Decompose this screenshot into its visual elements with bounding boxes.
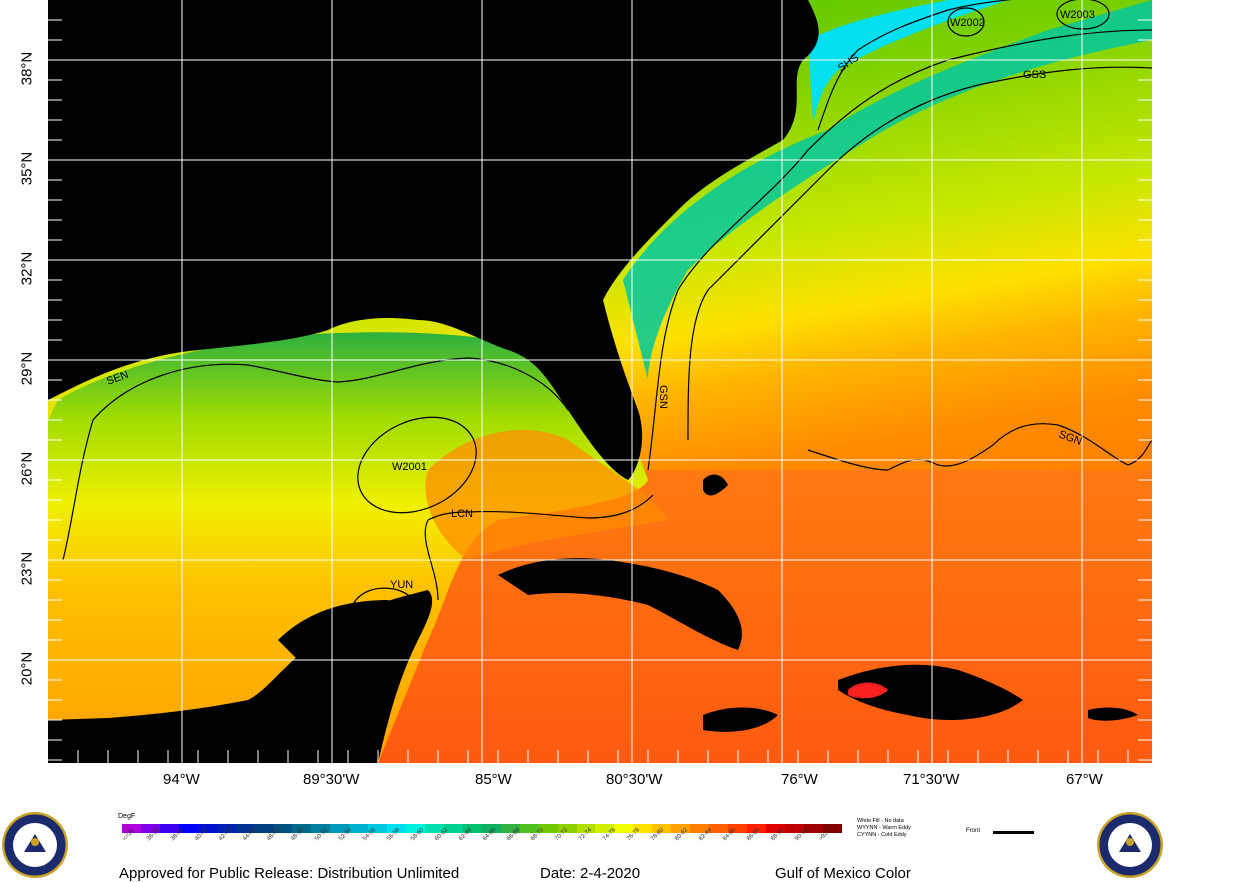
legend-note-nodata: White Fill - No data bbox=[857, 818, 904, 824]
color-swatch bbox=[633, 824, 653, 833]
color-swatch bbox=[122, 824, 141, 833]
color-scale-bar bbox=[122, 824, 842, 833]
product-title: Gulf of Mexico Color bbox=[775, 865, 911, 882]
color-scale-ticks: <=36 36-38 38-40 40-42 42-44 44-46 46-48 48-50 5… bbox=[122, 827, 842, 844]
yucatan-land bbox=[278, 600, 404, 670]
lat-label-29n: 29°N bbox=[18, 351, 36, 386]
lat-lon-grid bbox=[48, 0, 1152, 763]
color-swatch bbox=[652, 824, 672, 833]
color-swatch bbox=[557, 824, 577, 833]
color-swatch bbox=[595, 824, 615, 833]
shelf-water bbox=[623, 0, 1152, 380]
puerto-rico-land bbox=[1088, 707, 1138, 721]
color-swatch bbox=[822, 824, 842, 833]
front-key-line bbox=[993, 831, 1034, 834]
product-date: Date: 2-4-2020 bbox=[540, 865, 641, 882]
color-swatch bbox=[728, 824, 747, 833]
sargasso-front bbox=[807, 423, 1152, 471]
jamaica-land bbox=[703, 707, 778, 732]
color-swatch bbox=[406, 824, 425, 833]
color-swatch bbox=[216, 824, 236, 833]
color-swatch bbox=[443, 824, 463, 833]
color-swatch bbox=[538, 824, 558, 833]
label-yun: YUN bbox=[390, 579, 413, 591]
loop-current-front bbox=[427, 494, 654, 521]
lat-label-26n: 26°N bbox=[18, 451, 36, 486]
navy-seal-logo-left bbox=[2, 812, 68, 878]
color-swatch bbox=[671, 824, 691, 833]
label-gss: GSS bbox=[1023, 69, 1046, 81]
sst-map-canvas: W2001 W2002 W2003 SHS GSS SGN GSN LCN YU… bbox=[48, 0, 1152, 763]
shelf-front bbox=[817, 0, 1013, 131]
legend-notes: White Fill - No data WYYNN - Warm Eddy C… bbox=[857, 818, 911, 839]
color-swatch bbox=[746, 824, 766, 833]
lon-label-71-30w: 71°30'W bbox=[903, 771, 960, 788]
color-swatch bbox=[481, 824, 501, 833]
gulf-stream-south-wall bbox=[687, 66, 1152, 441]
lat-label-23n: 23°N bbox=[18, 551, 36, 586]
color-swatch bbox=[500, 824, 520, 833]
color-swatch bbox=[690, 824, 710, 833]
color-swatch bbox=[519, 824, 539, 833]
loop-current-west bbox=[424, 519, 439, 601]
legend-unit: DegF bbox=[118, 813, 136, 820]
color-swatch bbox=[784, 824, 804, 833]
lon-label-89-30w: 89°30'W bbox=[303, 771, 360, 788]
color-swatch bbox=[197, 824, 217, 833]
bahamas-land bbox=[703, 474, 728, 496]
lat-label-38n: 38°N bbox=[18, 51, 36, 86]
color-swatch bbox=[462, 824, 482, 833]
warm-eddy-w2001 bbox=[357, 416, 477, 514]
lon-label-94w: 94°W bbox=[163, 771, 200, 788]
color-swatch bbox=[709, 824, 728, 833]
color-swatch bbox=[765, 824, 785, 833]
label-gsn: GSN bbox=[657, 385, 669, 409]
cuba-land bbox=[498, 558, 742, 650]
label-lcn: LCN bbox=[451, 508, 473, 520]
color-swatch bbox=[254, 824, 274, 833]
legend-note-warm-eddy: WYYNN - Warm Eddy bbox=[857, 825, 911, 831]
lat-label-20n: 20°N bbox=[18, 651, 36, 686]
legend-note-cold-eddy: CYYNN - Cold Eddy bbox=[857, 832, 907, 838]
color-swatch bbox=[368, 824, 388, 833]
color-swatch bbox=[311, 824, 331, 833]
color-swatch bbox=[614, 824, 634, 833]
north-america-land bbox=[48, 0, 819, 480]
color-swatch bbox=[140, 824, 160, 833]
color-swatch bbox=[803, 824, 823, 833]
cold-coastal-water bbox=[808, 0, 1008, 120]
loop-current-water bbox=[425, 430, 668, 560]
lon-label-67w: 67°W bbox=[1066, 771, 1103, 788]
color-swatch bbox=[273, 824, 293, 833]
label-w2002: W2002 bbox=[950, 17, 985, 29]
color-swatch bbox=[159, 824, 179, 833]
hispaniola-warm bbox=[848, 682, 888, 699]
color-swatch bbox=[425, 824, 444, 833]
label-w2003: W2003 bbox=[1060, 9, 1095, 21]
label-w2001: W2001 bbox=[392, 461, 427, 473]
color-swatch bbox=[235, 824, 255, 833]
lon-label-80-30w: 80°30'W bbox=[606, 771, 663, 788]
color-swatch bbox=[387, 824, 407, 833]
color-swatch bbox=[292, 824, 312, 833]
lat-label-32n: 32°N bbox=[18, 251, 36, 286]
color-swatch bbox=[349, 824, 369, 833]
sst-map: W2001 W2002 W2003 SHS GSS SGN GSN LCN YU… bbox=[48, 0, 1152, 763]
shelf-edge-front bbox=[62, 357, 569, 561]
lon-label-76w: 76°W bbox=[781, 771, 818, 788]
color-swatch bbox=[178, 824, 198, 833]
warm-eddy-w2003 bbox=[1056, 0, 1110, 30]
hispaniola-land bbox=[838, 664, 1023, 720]
yucatan-front bbox=[349, 587, 421, 613]
release-statement: Approved for Public Release: Distributio… bbox=[119, 865, 460, 882]
color-swatch bbox=[576, 824, 596, 833]
lon-label-85w: 85°W bbox=[475, 771, 512, 788]
navy-seal-logo-right bbox=[1097, 812, 1163, 878]
lat-label-35n: 35°N bbox=[18, 151, 36, 186]
color-swatch bbox=[330, 824, 350, 833]
gulf-stream-north-wall bbox=[647, 29, 1152, 471]
front-key-label: Front bbox=[966, 828, 981, 834]
warm-eddy-w2002 bbox=[947, 7, 985, 37]
